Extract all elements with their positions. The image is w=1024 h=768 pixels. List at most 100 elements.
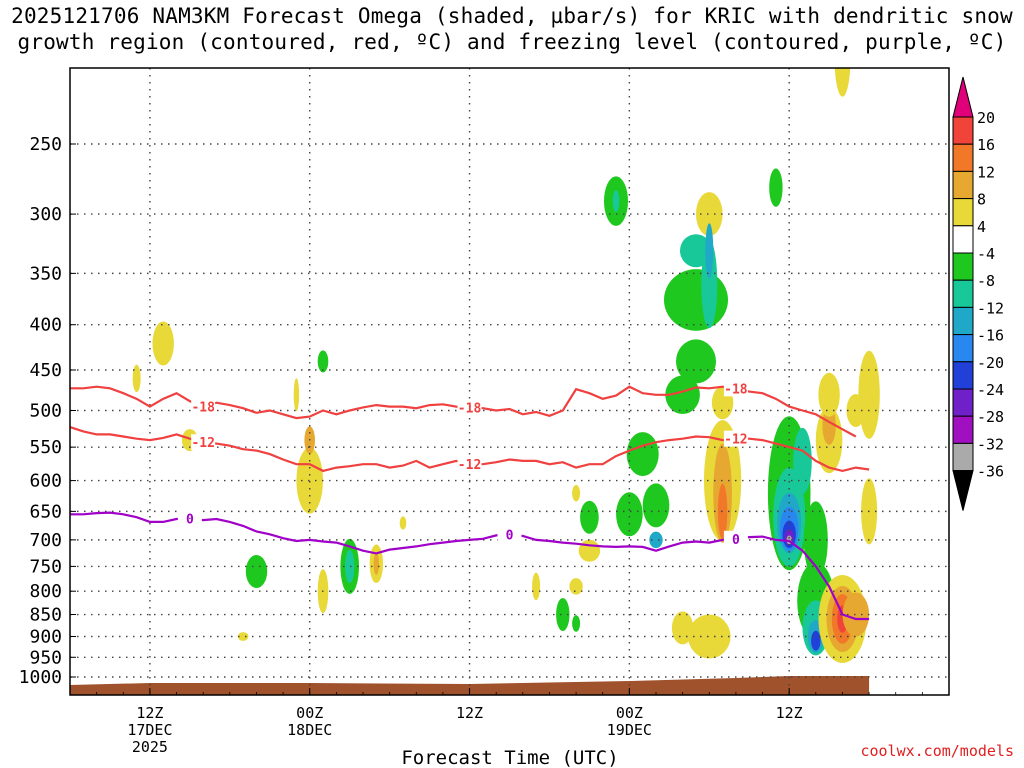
omega-shade-cell-51 bbox=[296, 447, 324, 514]
omega-shade-cell-47 bbox=[345, 549, 355, 583]
omega-shade-cell-36 bbox=[822, 406, 836, 445]
pressure-tick-label-550: 550 bbox=[29, 437, 62, 458]
contour-label-bg--12C-2 bbox=[723, 430, 748, 447]
omega-shade-cell-54 bbox=[152, 321, 174, 366]
omega-shade-cell-9 bbox=[676, 339, 716, 384]
colorbar-bin-9 bbox=[952, 334, 974, 363]
time-tick-label-36-1: 12Z bbox=[456, 704, 483, 722]
contour-label-bg--18C-0 bbox=[191, 398, 216, 415]
time-tick-label-12-1: 12Z bbox=[136, 704, 163, 722]
omega-shade-cell-42 bbox=[842, 592, 870, 637]
colorbar-label-3: 8 bbox=[977, 191, 986, 209]
colorbar-label-8: -16 bbox=[977, 327, 1004, 345]
omega-shade-cell-8 bbox=[769, 168, 783, 207]
colorbar-label-4: 4 bbox=[977, 218, 986, 236]
colorbar-label-1: 16 bbox=[977, 136, 995, 154]
omega-shade-cell-67 bbox=[616, 492, 643, 537]
colorbar-label-9: -20 bbox=[977, 354, 1004, 372]
omega-shade-cell-13 bbox=[626, 432, 659, 477]
colorbar-label-13: -36 bbox=[977, 463, 1004, 481]
chart-title-line-2: growth region (contoured, red, ºC) and f… bbox=[17, 30, 1007, 54]
pressure-tick-label-650: 650 bbox=[29, 501, 62, 522]
colorbar-bin-11 bbox=[952, 388, 974, 417]
omega-shade-cell-61 bbox=[556, 598, 570, 631]
omega-shade-cell-6 bbox=[834, 68, 851, 97]
omega-shade-cell-57 bbox=[317, 350, 329, 373]
omega-shade-cell-43 bbox=[858, 350, 880, 439]
contour-label--12C-0: -12 bbox=[191, 436, 214, 451]
omega-shade-cell-37 bbox=[818, 372, 840, 417]
temperature-contours: -18 -18 -18 -12 -12 -12 0 0 0 bbox=[70, 380, 870, 621]
time-tick-label-60-1: 12Z bbox=[776, 704, 803, 722]
pressure-tick-label-800: 800 bbox=[29, 581, 62, 602]
omega-shade-cell-14 bbox=[642, 483, 670, 528]
colorbar-bin-7 bbox=[952, 279, 974, 308]
omega-shade-cell-45 bbox=[245, 555, 268, 588]
colorbar-label-12: -32 bbox=[977, 435, 1004, 453]
omega-shade-cell-60 bbox=[532, 572, 541, 601]
colorbar-label-7: -12 bbox=[977, 299, 1004, 317]
omega-shade-cell-59 bbox=[237, 632, 249, 641]
omega-shade-cell-0 bbox=[664, 269, 728, 331]
omega-shade-cell-65 bbox=[572, 484, 581, 502]
colorbar-label-2: 12 bbox=[977, 163, 995, 181]
omega-shade-cell-5 bbox=[785, 0, 793, 1]
pressure-tick-label-700: 700 bbox=[29, 530, 62, 551]
colorbar-bin-12 bbox=[952, 415, 974, 444]
pressure-tick-label-850: 850 bbox=[29, 605, 62, 626]
pressure-axis: 2503003504004505005506006507007508008509… bbox=[19, 134, 76, 688]
pressure-tick-label-600: 600 bbox=[29, 471, 62, 492]
time-tick-label-12-3: 2025 bbox=[132, 738, 168, 756]
contour-label--18C-2: -18 bbox=[724, 382, 748, 397]
colorbar-label-0: 20 bbox=[977, 109, 995, 127]
pressure-tick-label-350: 350 bbox=[29, 263, 62, 284]
time-tick-label-24-2: 18DEC bbox=[287, 721, 332, 739]
colorbar-label-5: -4 bbox=[977, 245, 995, 263]
colorbar-bin-6 bbox=[952, 252, 974, 281]
pressure-tick-label-750: 750 bbox=[29, 556, 62, 577]
omega-shade-cell-66 bbox=[580, 500, 599, 534]
pressure-tick-label-950: 950 bbox=[29, 647, 62, 668]
pressure-tick-label-400: 400 bbox=[29, 315, 62, 336]
omega-shade-cell-15 bbox=[649, 531, 663, 549]
footer-credit: coolwx.com/models bbox=[860, 742, 1014, 760]
omega-shade-cell-10 bbox=[665, 375, 700, 415]
colorbar-label-6: -8 bbox=[977, 272, 995, 290]
contour-label--12C-2: -12 bbox=[724, 433, 747, 448]
contour-label--18C-1: -18 bbox=[458, 401, 482, 416]
omega-shade-cell-11 bbox=[701, 240, 718, 329]
chart-title-line-1: 2025121706 NAM3KM Forecast Omega (shaded… bbox=[11, 4, 1013, 28]
pressure-tick-label-1000: 1000 bbox=[19, 667, 62, 688]
omega-shade-cell-62 bbox=[572, 615, 581, 632]
colorbar-bin-10 bbox=[952, 361, 974, 390]
omega-shade-cell-21 bbox=[671, 611, 694, 645]
pressure-tick-label-300: 300 bbox=[29, 204, 62, 225]
colorbar-bin-3 bbox=[952, 170, 974, 200]
contour-label--12C-1: -12 bbox=[458, 458, 481, 473]
contour-label-bg-0C-1 bbox=[497, 526, 522, 543]
colorbar-bin-4 bbox=[952, 198, 974, 227]
time-tick-label-12-2: 17DEC bbox=[127, 721, 172, 739]
omega-shade-cell-50 bbox=[399, 516, 407, 530]
time-tick-label-48-1: 00Z bbox=[616, 704, 643, 722]
colorbar-bin-8 bbox=[952, 306, 974, 336]
omega-shade-cell-63 bbox=[569, 578, 583, 595]
omega-shade-cell-3 bbox=[612, 190, 620, 213]
omega-shade-cell-4 bbox=[696, 192, 723, 237]
contour-label-bg--12C-0 bbox=[191, 434, 216, 451]
plot-frame bbox=[69, 67, 950, 696]
omega-shade-cell-18 bbox=[717, 483, 728, 539]
omega-shade-cell-49 bbox=[373, 552, 379, 575]
omega-shade-cell-58 bbox=[293, 378, 300, 412]
pressure-tick-label-500: 500 bbox=[29, 401, 62, 422]
contour-label-0C-1: 0 bbox=[506, 528, 514, 543]
pressure-tick-label-250: 250 bbox=[29, 134, 62, 155]
contour-label-bg-0C-2 bbox=[723, 530, 748, 547]
contour-label-bg--12C-1 bbox=[457, 456, 482, 473]
colorbar-bin-13 bbox=[952, 442, 974, 472]
pressure-tick-label-900: 900 bbox=[29, 626, 62, 647]
colorbar-bin-2 bbox=[952, 143, 974, 172]
omega-shade-cell-29 bbox=[793, 427, 812, 494]
contour-label-bg-0C-0 bbox=[177, 510, 202, 527]
